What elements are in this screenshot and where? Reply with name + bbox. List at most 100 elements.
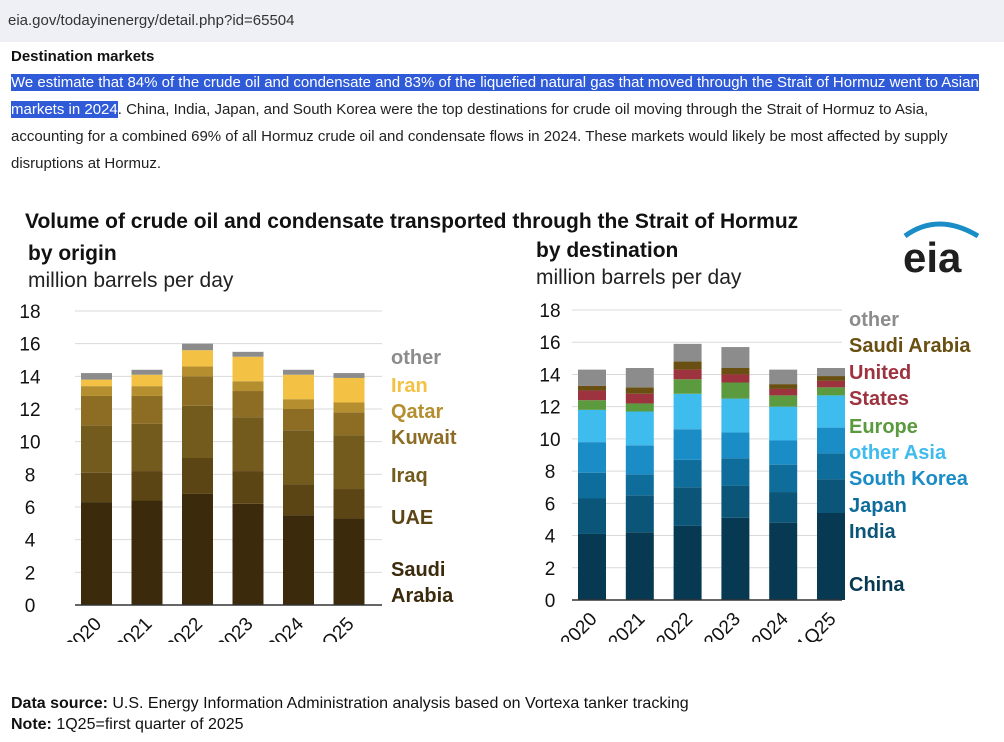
legend-label: Saudi Arabia [849,335,971,357]
bar-segment [81,395,112,426]
bar-segment [817,368,845,377]
article-paragraph: We estimate that 84% of the crude oil an… [11,69,1001,177]
eia-logo: eia [903,221,980,281]
bar-segment [232,503,264,605]
bar-segment [673,525,702,600]
bar-segment [333,412,365,436]
bar-segment [769,388,798,396]
bar-segment [673,459,702,488]
bar-segment [817,395,845,428]
bar-segment [182,350,213,367]
bar-segment [283,369,314,375]
y-axis-unit-label: million barrels per day [536,266,742,289]
x-tick-label: 2023 [213,614,258,642]
bar-segment [333,435,365,490]
bar-segment [182,405,213,458]
bar-segment [721,398,750,433]
bar-segment [232,356,264,382]
bar-segment [131,369,163,375]
bar-segment [81,425,112,473]
bar-segment [283,399,314,409]
y-tick-label: 12 [539,398,560,419]
bar-segment [721,517,750,600]
legend-label: other Asia [849,442,947,464]
bar-segment [81,373,112,380]
data-source-line: Data source: U.S. Energy Information Adm… [11,693,689,714]
destination-chart: by destination million barrels per day 0 2 4… [536,239,971,642]
y-tick-label: 4 [545,527,556,548]
bar-segment [578,442,606,473]
source-text: U.S. Energy Information Administration a… [107,695,689,712]
bar-segment [625,387,654,394]
bar-segment [721,347,750,368]
x-tick-label: 2020 [557,609,602,642]
bar-segment [721,374,750,383]
x-tick-label: 2023 [700,609,745,642]
x-tick-label: 1Q25 [311,614,359,642]
bar-segment [625,474,654,496]
y-tick-label: 2 [545,559,556,580]
figure: Volume of crude oil and condensate trans… [0,202,1004,642]
bar-segment [283,409,314,431]
bar-segment [182,493,213,605]
legend-label: Iraq [391,465,428,487]
legend-label: Iran [391,375,428,397]
bar-segment [578,385,606,391]
x-tick-label: 2024 [263,613,308,642]
legend-label: States [849,388,909,410]
bar-segment [817,387,845,396]
legend-label: other [391,347,441,369]
figure-footer: Data source: U.S. Energy Information Adm… [11,693,689,735]
y-axis-unit-label: million barrels per day [28,269,234,292]
legend-label: UAE [391,507,433,529]
bar-segment [817,380,845,388]
bar-segment [673,393,702,430]
bar-segment [283,484,314,516]
browser-url-bar[interactable]: eia.gov/todayinenergy/detail.php?id=6550… [0,0,1004,42]
bar-segment [673,369,702,380]
legend-label: Europe [849,416,918,438]
bar-segment [625,411,654,446]
bar-segment [578,390,606,401]
note-text: 1Q25=first quarter of 2025 [51,716,244,733]
chart-subtitle: by destination [536,239,678,262]
y-tick-label: 2 [25,563,36,584]
x-tick-label: 2024 [748,608,793,642]
y-tick-label: 0 [545,591,556,612]
y-tick-label: 8 [545,462,556,483]
bar-segment [817,479,845,513]
bar-segment [283,430,314,485]
bar-segment [131,386,163,396]
bar-segment [182,458,213,494]
y-tick-label: 16 [19,335,40,356]
note-label: Note: [11,716,52,733]
bar-segment [131,395,163,424]
bar-segment [333,373,365,378]
x-tick-label: 2022 [652,609,697,642]
note-line: Note: 1Q25=first quarter of 2025 [11,714,689,735]
y-tick-label: 14 [539,365,561,386]
bar-segment [673,429,702,460]
url-text[interactable]: eia.gov/todayinenergy/detail.php?id=6550… [8,12,295,29]
bar-segment [769,369,798,385]
bar-segment [625,532,654,600]
bar-segment [283,515,314,605]
bar-segment [333,489,365,519]
x-tick-label: 2021 [112,614,157,642]
legend-label: China [849,574,905,596]
bar-segment [673,487,702,526]
bar-segment [333,377,365,403]
bar-segment [232,381,264,392]
bar-segment [333,518,365,605]
logo-text: eia [903,234,962,281]
bar-segment [182,343,213,351]
bar-segment [578,472,606,499]
y-tick-label: 8 [25,465,36,486]
bar-segment [578,400,606,410]
bar-segment [817,513,845,600]
y-tick-label: 18 [19,302,40,323]
bar-segment [81,386,112,396]
bar-segment [625,393,654,404]
y-tick-label: 0 [25,596,36,617]
x-tick-label: 2020 [61,614,106,642]
